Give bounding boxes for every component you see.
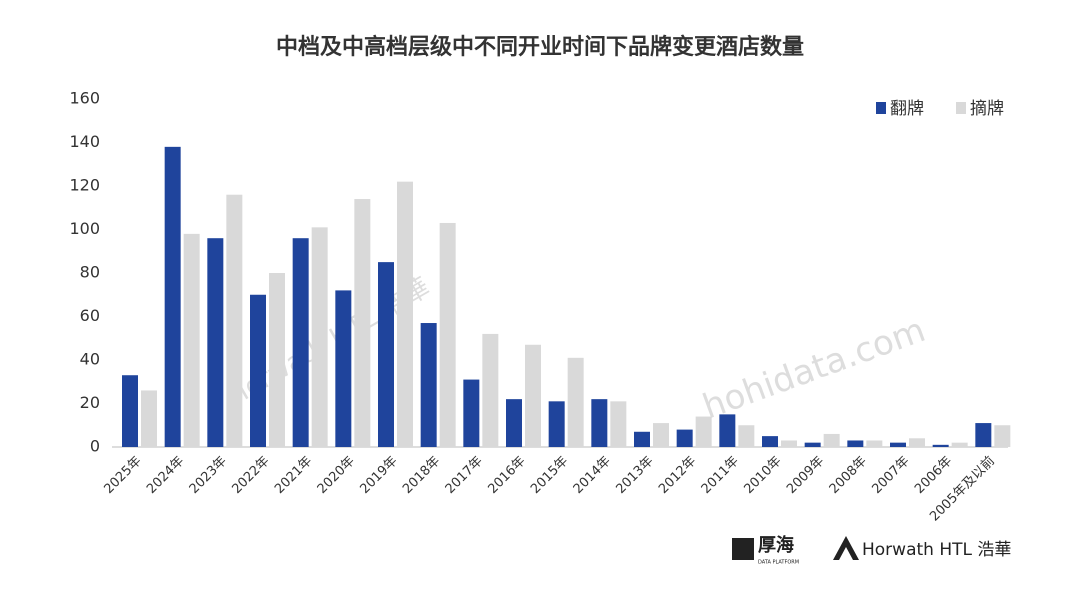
bar — [335, 290, 352, 447]
bar — [292, 238, 309, 447]
bar — [676, 429, 693, 447]
y-tick-label: 140 — [69, 132, 100, 151]
bar — [525, 344, 541, 447]
x-tick-label: 2006年 — [912, 454, 955, 497]
x-tick-label: 2011年 — [699, 454, 742, 497]
x-tick-label: 2013年 — [613, 454, 656, 497]
x-tick-label: 2015年 — [528, 454, 571, 497]
chart-title: 中档及中高档层级中不同开业时间下品牌变更酒店数量 — [276, 34, 804, 60]
bar — [634, 431, 650, 447]
x-tick-label: 2020年 — [315, 454, 358, 497]
bar — [653, 423, 669, 447]
bar — [354, 199, 371, 447]
bar — [311, 227, 328, 447]
bar — [164, 146, 181, 447]
legend-label: 摘牌 — [970, 99, 1004, 119]
legend-swatch — [876, 102, 886, 114]
y-tick-label: 20 — [80, 393, 100, 412]
y-tick-label: 40 — [80, 350, 100, 369]
bar — [975, 423, 992, 447]
legend-label: 翻牌 — [890, 99, 924, 119]
bar — [250, 294, 266, 447]
bar — [909, 438, 925, 447]
x-tick-label: 2007年 — [869, 454, 912, 497]
bar — [567, 357, 584, 447]
x-tick-label: 2014年 — [571, 454, 614, 497]
footer-logo: Horwath HTL 浩華 — [862, 540, 1011, 560]
bar — [823, 433, 840, 447]
bar — [994, 425, 1011, 447]
y-tick-label: 120 — [69, 176, 100, 195]
bar — [141, 390, 157, 447]
x-tick-label: 2008年 — [827, 454, 870, 497]
bar — [781, 440, 797, 447]
footer-logo: 厚海 — [758, 534, 794, 556]
y-tick-label: 160 — [69, 89, 100, 108]
bar — [719, 414, 736, 447]
x-tick-label: 2016年 — [485, 454, 528, 497]
y-tick-label: 60 — [80, 306, 100, 325]
bar — [122, 375, 138, 447]
x-tick-label: 2021年 — [272, 454, 315, 497]
logo-icon — [833, 536, 859, 560]
y-tick-label: 0 — [90, 437, 100, 456]
x-tick-label: 2012年 — [656, 454, 699, 497]
bar — [207, 238, 224, 447]
x-tick-label: 2009年 — [784, 454, 827, 497]
x-tick-label: 2010年 — [741, 454, 784, 497]
x-tick-label: 2017年 — [443, 454, 486, 497]
bar — [890, 442, 906, 447]
bar — [610, 401, 627, 447]
bar — [548, 401, 565, 447]
y-tick-label: 100 — [69, 219, 100, 238]
bar — [951, 442, 968, 447]
logo-icon — [732, 538, 754, 560]
bar — [506, 399, 522, 447]
bar — [762, 436, 778, 447]
bar — [420, 323, 437, 447]
bar — [932, 444, 949, 447]
bar — [847, 440, 864, 447]
x-tick-label: 2024年 — [144, 454, 187, 497]
bar — [591, 399, 608, 447]
footer-logo-sub: DATA PLATFORM — [758, 560, 799, 566]
bar — [397, 181, 413, 447]
legend-swatch — [956, 102, 966, 114]
bar — [183, 233, 200, 447]
x-tick-label: 2019年 — [357, 454, 400, 497]
bar — [226, 194, 243, 447]
x-tick-label: 2018年 — [400, 454, 443, 497]
bar — [804, 442, 821, 447]
x-tick-label: 2023年 — [187, 454, 230, 497]
bar — [738, 425, 755, 447]
watermark: hohidata.com — [698, 310, 931, 427]
bar — [439, 222, 456, 447]
x-tick-label: 2022年 — [229, 454, 272, 497]
y-tick-label: 80 — [80, 263, 100, 282]
bar — [269, 273, 285, 447]
bar — [866, 440, 883, 447]
x-tick-label: 2025年 — [101, 454, 144, 497]
bar — [482, 333, 499, 447]
bar — [695, 416, 712, 447]
bar — [378, 262, 394, 447]
bar — [463, 379, 480, 447]
